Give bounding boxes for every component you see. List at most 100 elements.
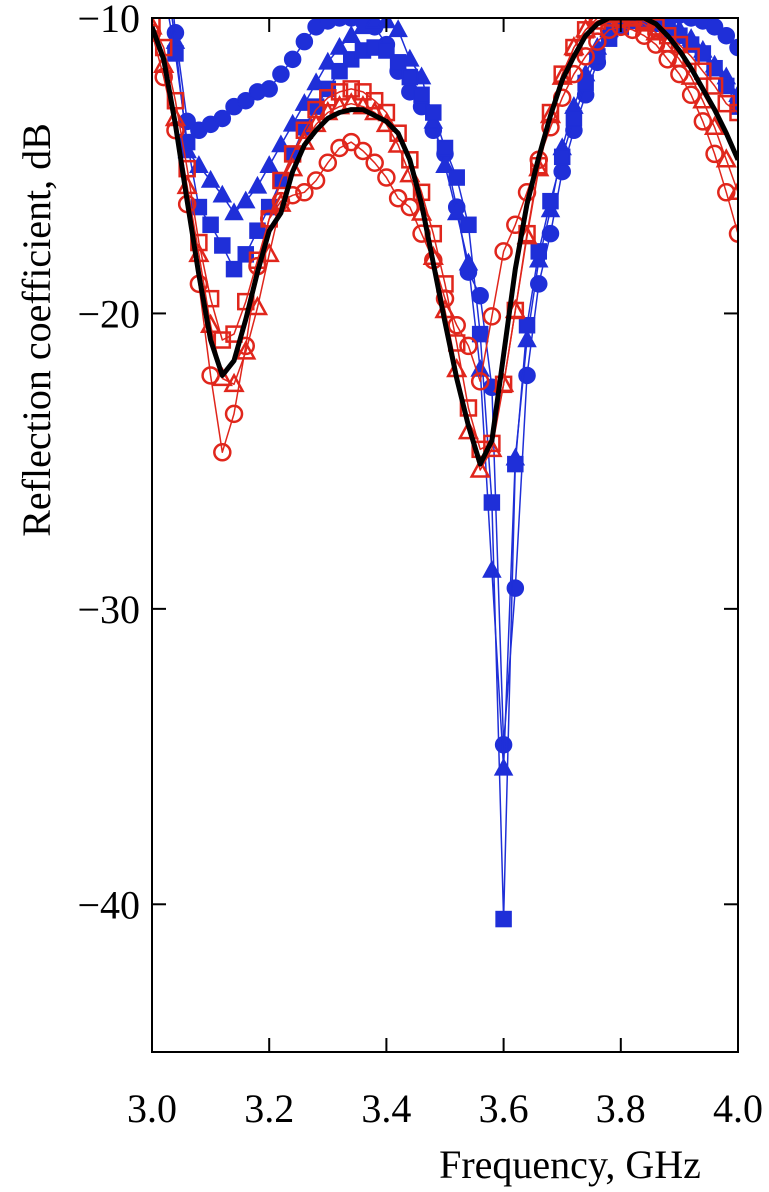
data-point-triangle <box>727 180 738 201</box>
x-tick-label: 4.0 <box>713 1086 763 1131</box>
data-point-triangle <box>341 25 362 43</box>
data-point-triangle <box>152 18 163 35</box>
data-point-square <box>705 77 724 95</box>
data-point-circle <box>295 183 314 202</box>
axes-layer: 3.0 3.2 3.4 3.6 3.8 4.0 −10 −20 −30 −40 <box>77 0 763 1131</box>
data-point-triangle <box>703 115 726 136</box>
data-point-square <box>658 26 677 45</box>
series-line <box>152 18 738 467</box>
data-point-square <box>494 375 513 394</box>
data-point-square <box>152 18 161 33</box>
data-point-triangle <box>235 340 257 360</box>
data-point-square <box>166 91 185 110</box>
data-point-triangle <box>715 148 737 168</box>
data-point-triangle <box>435 155 455 173</box>
data-point-square <box>483 494 501 511</box>
data-point-circle <box>470 372 490 391</box>
data-point-square <box>425 104 442 121</box>
data-point-circle <box>471 286 489 305</box>
x-tick-label: 3.4 <box>361 1086 411 1131</box>
x-tick-label: 3.6 <box>479 1086 529 1131</box>
data-point-circle <box>388 188 408 208</box>
data-point-circle <box>213 109 232 128</box>
series-layer <box>152 18 738 928</box>
data-point-circle <box>272 65 290 83</box>
data-point-circle <box>729 38 738 57</box>
data-point-square <box>307 100 325 119</box>
data-point-square <box>436 139 454 157</box>
data-point-square <box>729 103 738 122</box>
series-3 <box>167 18 738 928</box>
data-point-square <box>413 86 430 104</box>
data-point-square <box>577 74 594 92</box>
data-point-square <box>342 80 360 98</box>
data-point-square <box>542 192 559 210</box>
data-point-square <box>330 83 349 101</box>
y-tick-label: −10 <box>77 0 140 41</box>
data-point-circle <box>260 80 278 98</box>
data-point-circle <box>377 168 396 187</box>
x-tick-label: 3.0 <box>127 1086 177 1131</box>
data-point-triangle <box>482 559 502 578</box>
series-line <box>152 18 738 471</box>
series-7 <box>152 18 738 467</box>
data-point-square <box>365 91 384 110</box>
data-point-circle <box>447 315 466 335</box>
data-point-square <box>647 18 665 36</box>
data-point-circle <box>318 153 338 173</box>
data-point-circle <box>717 26 736 45</box>
data-point-square <box>178 159 196 178</box>
data-point-triangle <box>469 458 491 478</box>
data-point-circle <box>224 404 244 424</box>
data-point-circle <box>365 153 384 173</box>
data-point-triangle <box>598 18 620 23</box>
y-tick-label: −40 <box>77 882 140 927</box>
data-point-triangle <box>446 202 467 221</box>
data-point-triangle <box>458 252 479 271</box>
data-point-circle <box>459 336 478 356</box>
data-point-circle <box>693 112 713 131</box>
data-point-circle <box>576 47 595 66</box>
x-tick-label: 3.8 <box>596 1086 646 1131</box>
data-point-circle <box>494 242 513 261</box>
data-point-square <box>600 18 618 27</box>
data-point-triangle <box>493 757 514 776</box>
data-point-triangle <box>211 366 233 387</box>
x-tick-label: 3.2 <box>244 1086 294 1131</box>
series-line <box>168 18 738 920</box>
data-point-square <box>295 121 314 140</box>
data-point-triangle <box>247 175 268 194</box>
data-point-triangle <box>634 18 655 20</box>
data-point-square <box>495 910 512 928</box>
y-axis-title: Reflection coefficient, dB <box>14 123 59 537</box>
data-point-square <box>530 243 548 260</box>
data-point-square <box>553 148 571 166</box>
data-point-square <box>717 94 736 113</box>
data-point-circle <box>237 91 255 110</box>
data-point-circle <box>213 443 232 462</box>
data-point-square <box>401 68 419 86</box>
data-point-triangle <box>235 190 256 209</box>
data-point-triangle <box>517 329 537 348</box>
data-point-square <box>471 325 489 343</box>
series-2 <box>165 18 738 776</box>
data-point-circle <box>353 141 373 161</box>
data-point-triangle <box>329 36 350 55</box>
data-point-square <box>507 455 524 473</box>
data-point-square <box>202 216 219 234</box>
data-point-square <box>389 54 407 71</box>
data-point-triangle <box>200 169 221 188</box>
data-point-triangle <box>388 19 408 38</box>
data-point-square <box>214 237 231 254</box>
series-4 <box>152 18 738 462</box>
x-axis-title: Frequency, GHz <box>439 1142 701 1187</box>
data-point-square <box>448 169 465 186</box>
data-point-circle <box>306 171 326 190</box>
data-point-triangle <box>622 18 643 20</box>
data-point-circle <box>518 366 536 385</box>
data-point-square <box>460 216 477 234</box>
data-point-square <box>354 83 372 101</box>
data-point-circle <box>728 224 738 243</box>
data-point-circle <box>295 32 314 51</box>
data-point-circle <box>341 132 361 152</box>
